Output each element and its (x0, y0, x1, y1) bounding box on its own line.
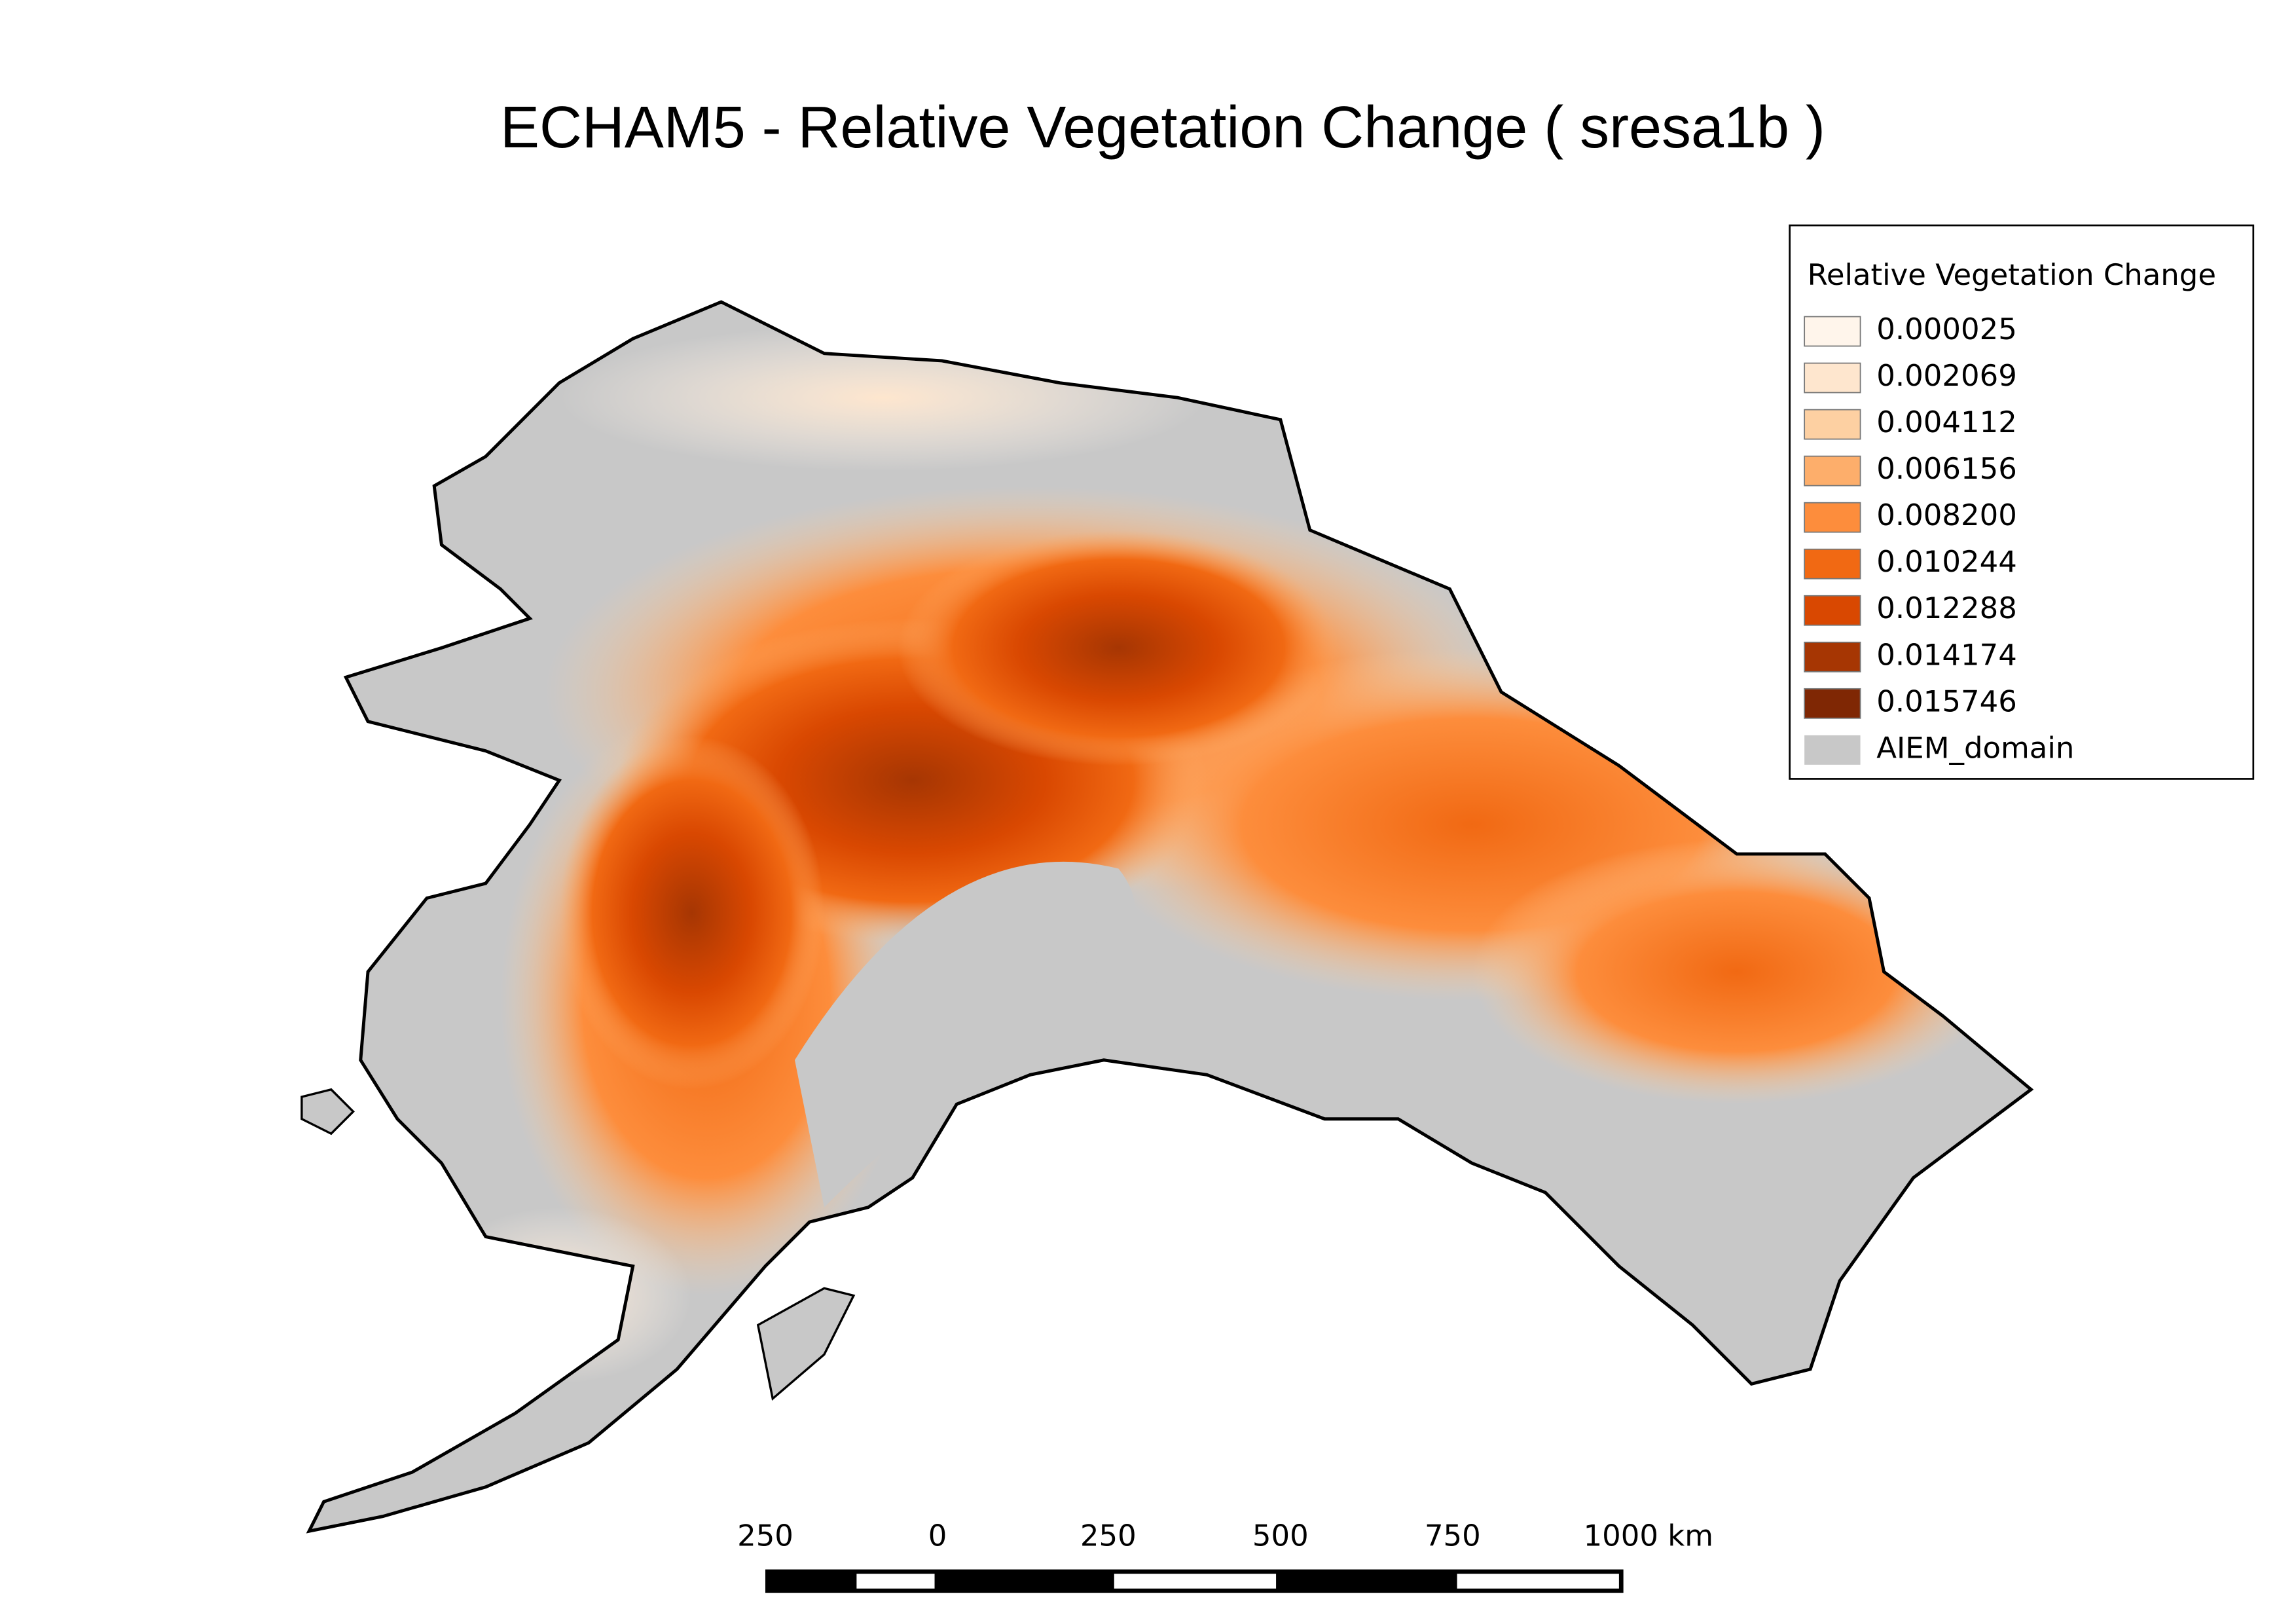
legend-label: 0.002069 (1876, 358, 2017, 393)
legend-label: 0.004112 (1876, 405, 2017, 439)
legend-label: 0.000025 (1876, 312, 2017, 346)
legend-swatch (1804, 455, 1861, 487)
legend-label: 0.008200 (1876, 498, 2017, 532)
legend-label: 0.014174 (1876, 637, 2017, 672)
scale-label: 0 (928, 1519, 947, 1553)
legend-swatch (1804, 688, 1861, 719)
legend-label: AIEM_domain (1876, 730, 2074, 765)
alaska-map (301, 302, 2031, 1531)
legend-swatch (1804, 595, 1861, 626)
legend-swatch (1804, 502, 1861, 533)
legend: Relative Vegetation Change 0.000025 0.002… (1789, 224, 2255, 780)
scale-bar-segment (856, 1574, 935, 1589)
legend-title: Relative Vegetation Change (1808, 257, 2216, 292)
scale-bar: 250 0 250 500 750 1000 km (737, 1519, 1713, 1593)
scale-label: 1000 km (1584, 1519, 1714, 1553)
legend-label: 0.010244 (1876, 544, 2017, 579)
legend-swatch (1804, 735, 1861, 765)
legend-swatch (1804, 548, 1861, 580)
scale-bar-segment (1457, 1574, 1619, 1589)
legend-box (1789, 224, 2255, 780)
legend-swatch (1804, 641, 1861, 673)
legend-swatch (1804, 362, 1861, 394)
legend-swatch (1804, 409, 1861, 440)
legend-label: 0.015746 (1876, 684, 2017, 718)
scale-label: 500 (1252, 1519, 1309, 1553)
legend-swatch (1804, 316, 1861, 347)
map-title: ECHAM5 - Relative Vegetation Change ( sr… (500, 95, 1825, 160)
scale-label: 250 (737, 1519, 793, 1553)
scale-label: 750 (1425, 1519, 1481, 1553)
legend-label: 0.012288 (1876, 591, 2017, 625)
legend-items: 0.000025 0.002069 0.004112 0.006156 0.008200… (1804, 312, 2074, 765)
legend-label: 0.006156 (1876, 451, 2017, 486)
scale-label: 250 (1080, 1519, 1137, 1553)
scale-bar-segment (1114, 1574, 1277, 1589)
